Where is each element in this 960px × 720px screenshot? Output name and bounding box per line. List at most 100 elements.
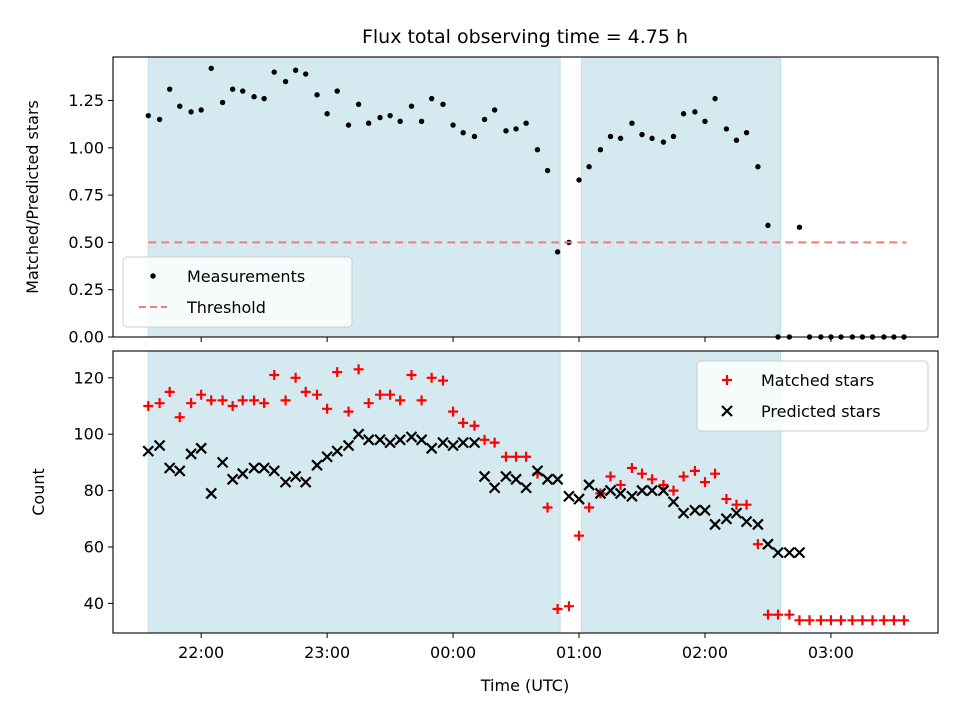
predicted-stars-point	[405, 431, 418, 443]
measurements-point	[282, 78, 289, 85]
predicted-stars-point	[384, 436, 396, 449]
y-tick-label: 100	[73, 425, 104, 444]
matched-stars-point	[164, 386, 175, 397]
matched-stars-point	[438, 375, 448, 386]
measurements-point	[408, 103, 415, 109]
legend-box	[696, 360, 929, 432]
x-tick-label: 22:00	[178, 643, 224, 662]
predicted-stars-point	[762, 538, 774, 550]
predicted-stars-point	[677, 507, 690, 519]
measurements-point	[660, 139, 667, 145]
matched-stars-point	[521, 451, 532, 462]
predicted-stars-point	[268, 465, 280, 477]
measurements-point	[723, 126, 730, 132]
y-tick-label: 0.00	[68, 328, 104, 347]
predicted-stars-point	[163, 462, 176, 474]
matched-stars-point	[878, 615, 889, 626]
predicted-stars-point	[563, 490, 575, 503]
matched-stars-point	[312, 389, 323, 400]
measurements-point	[534, 147, 541, 153]
measurements-point	[523, 120, 529, 126]
x-axis-label: Time (UTC)	[480, 676, 569, 695]
matched-stars-point	[637, 468, 648, 479]
matched-stars-point	[174, 412, 185, 423]
matched-stars-point	[678, 471, 689, 482]
chart-title: Flux total observing time = 4.75 h	[362, 26, 688, 48]
predicted-stars-point	[205, 487, 218, 500]
y-tick-label: 0.50	[68, 233, 104, 252]
predicted-stars-point	[374, 434, 386, 446]
y-tick-label: 40	[84, 594, 104, 613]
predicted-stars-point	[772, 546, 784, 559]
measurements-point	[649, 135, 655, 142]
predicted-stars-point	[730, 507, 743, 519]
matched-stars-point	[825, 615, 836, 626]
count-panel: 40 60 80 100 120 22:00 23:00 00:00 01:00 02:00 03:…	[29, 350, 939, 662]
matched-stars-point	[731, 499, 742, 510]
predicted-stars-point	[457, 436, 469, 449]
measurements-point	[796, 224, 803, 230]
predicted-stars-point	[468, 436, 481, 449]
matched-stars-point	[469, 420, 480, 431]
predicted-stars-point	[352, 428, 365, 440]
measurements-point	[271, 69, 277, 75]
predicted-stars-point	[657, 484, 670, 497]
legend-label-matched-stars: Matched stars	[761, 371, 874, 390]
measurements-point	[208, 65, 214, 72]
measurements-point	[418, 118, 425, 125]
matched-stars-point	[385, 389, 396, 400]
matched-stars-point	[647, 474, 658, 485]
predicted-stars-point	[594, 487, 607, 500]
x-tick-label: 03:00	[808, 643, 854, 662]
x-tick-label: 23:00	[304, 643, 350, 662]
matched-stars-point	[689, 465, 700, 476]
measurements-point	[428, 95, 435, 102]
predicted-stars-point	[173, 465, 186, 477]
matched-stars-point	[584, 502, 595, 513]
matched-stars-point	[322, 403, 333, 414]
matched-stars-point	[448, 406, 459, 417]
matched-stars-point	[552, 604, 563, 615]
predicted-stars-point	[520, 481, 532, 494]
matched-stars-point	[615, 479, 626, 490]
matched-stars-point	[300, 386, 311, 397]
y-tick-label: 0.25	[68, 280, 104, 299]
predicted-stars-point	[289, 470, 302, 483]
measurements-point	[377, 114, 383, 121]
matched-stars-point	[290, 372, 301, 383]
matched-stars-point	[406, 369, 417, 380]
matched-stars-point	[375, 389, 386, 400]
predicted-stars-point	[142, 445, 155, 457]
matched-stars-point	[804, 615, 815, 626]
observing-interval-2	[581, 56, 782, 338]
measurements-point	[702, 118, 708, 125]
y-axis-label: Matched/Predicted stars	[23, 100, 42, 294]
measurements-point	[639, 131, 645, 138]
measurements-point	[670, 133, 677, 140]
matched-stars-point	[458, 417, 469, 428]
matched-stars-point	[563, 601, 574, 612]
predicted-stars-point	[500, 470, 512, 483]
measurements-point	[261, 95, 267, 102]
predicted-stars-point	[740, 515, 753, 528]
matched-stars-point	[773, 609, 784, 620]
measurements-point	[481, 116, 488, 123]
matched-stars-point	[699, 477, 710, 488]
matched-stars-point	[343, 406, 354, 417]
measurements-point	[251, 94, 257, 100]
predicted-stars-point	[551, 473, 564, 486]
predicted-stars-point	[185, 448, 197, 460]
y-tick-label: 120	[73, 368, 104, 387]
predicted-stars-point	[342, 439, 355, 452]
plot-frame	[112, 350, 939, 634]
measurements-point	[554, 249, 561, 255]
matched-stars-point	[227, 400, 238, 411]
legend-box	[122, 256, 353, 328]
measurements-point	[156, 116, 163, 123]
measurements-point	[229, 86, 236, 92]
predicted-stars-point	[216, 456, 229, 469]
predicted-stars-point	[583, 479, 595, 491]
predicted-stars-point	[531, 465, 544, 477]
matched-stars-point	[574, 530, 585, 541]
